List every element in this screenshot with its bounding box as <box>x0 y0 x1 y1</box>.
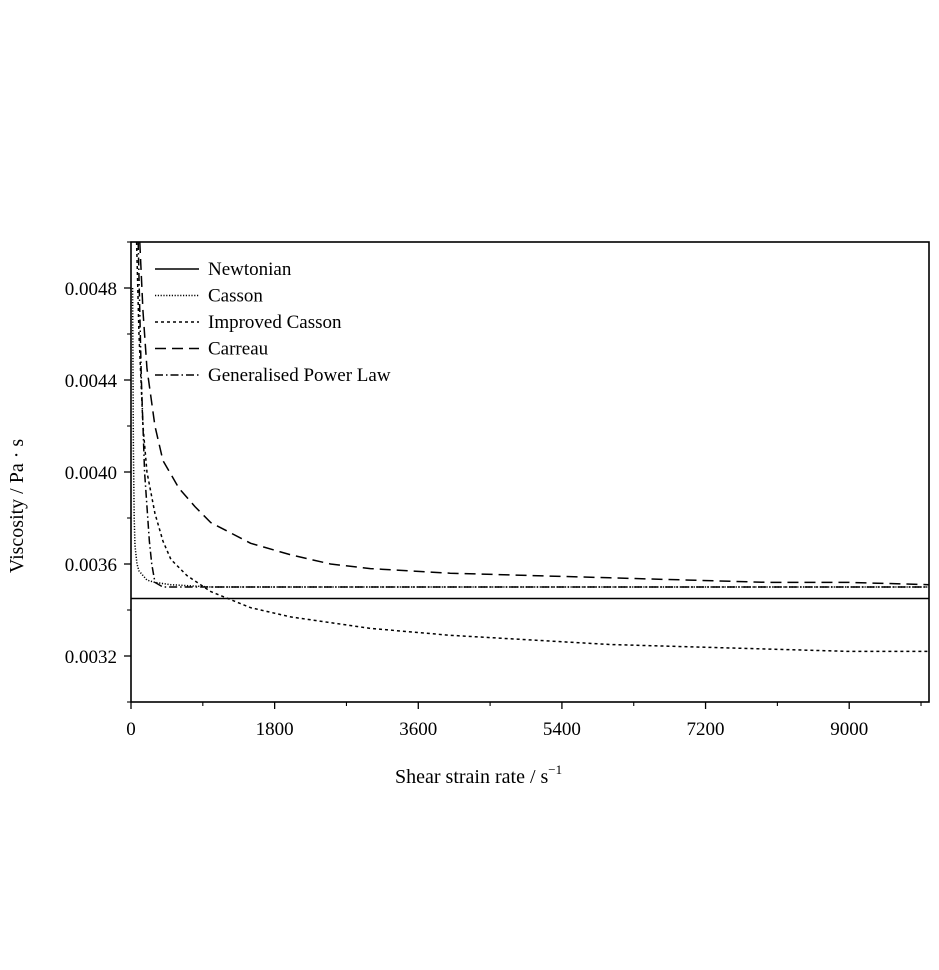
x-tick-label: 1800 <box>256 719 294 740</box>
legend-item: Generalised Power Law <box>155 365 391 386</box>
legend-label: Improved Casson <box>208 312 342 333</box>
x-tick-label: 3600 <box>399 719 437 740</box>
legend-item: Carreau <box>155 339 269 360</box>
legend: Newtonian Casson Improved Casson Carreau Gen… <box>155 259 391 386</box>
legend-label: Generalised Power Law <box>208 365 391 386</box>
legend-item: Casson <box>155 286 263 307</box>
series-line-improved-casson <box>135 242 929 653</box>
y-tick-label: 0.0032 <box>65 647 117 668</box>
series-line-carreau <box>139 242 929 586</box>
plot-area-frame <box>130 241 930 703</box>
x-tick-label: 0 <box>126 719 136 740</box>
x-axis-title-exponent: −1 <box>548 762 562 777</box>
series-line-generalised-power-law <box>137 242 929 588</box>
y-tick-label: 0.0044 <box>65 371 118 392</box>
x-tick-label: 9000 <box>830 719 868 740</box>
legend-item: Improved Casson <box>155 312 342 333</box>
y-tick-label: 0.0048 <box>65 279 117 300</box>
y-tick-label: 0.0036 <box>65 555 117 576</box>
legend-label: Newtonian <box>208 259 292 280</box>
legend-label: Carreau <box>208 339 269 360</box>
legend-label: Casson <box>208 286 263 307</box>
y-axis-title: Viscosity / Pa · s <box>6 439 28 574</box>
x-axis-title: Shear strain rate / s−1 <box>395 762 562 788</box>
x-tick-label: 5400 <box>543 719 581 740</box>
legend-item: Newtonian <box>155 259 292 280</box>
y-tick-label: 0.0040 <box>65 463 117 484</box>
x-tick-label: 7200 <box>687 719 725 740</box>
series-line-casson <box>131 287 929 588</box>
series-layer <box>131 242 929 653</box>
x-axis-title-text: Shear strain rate / s <box>395 766 548 788</box>
ticks-layer: 0 1800 3600 5400 7200 9000 0.0032 0.0036 0.0040 0… <box>65 241 922 740</box>
